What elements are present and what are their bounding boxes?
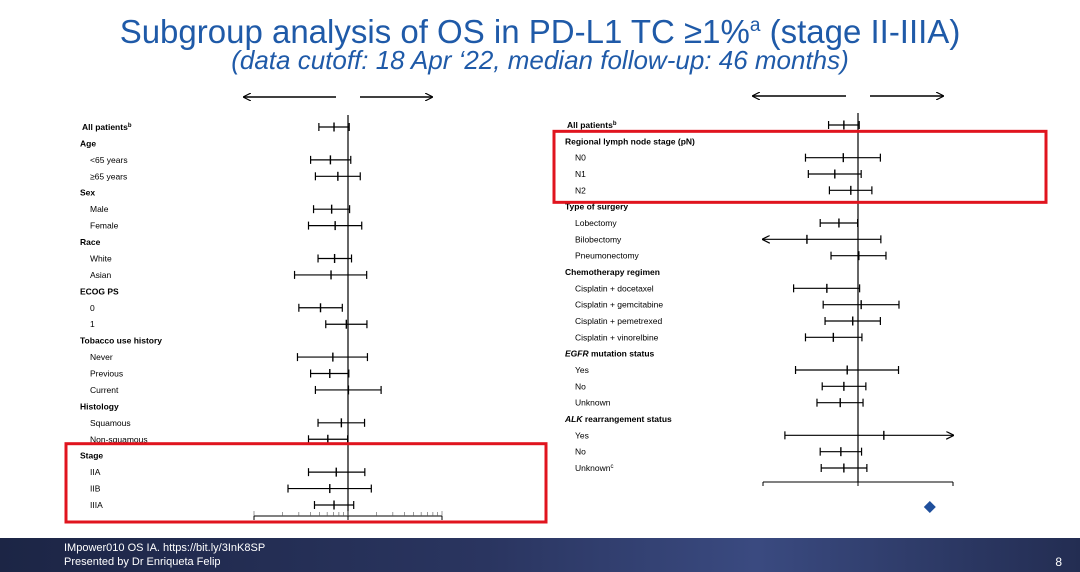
subgroup-row-label: Never bbox=[90, 352, 113, 362]
subgroup-row-label: 0 bbox=[90, 303, 95, 313]
subgroup-row-label: Unknown bbox=[575, 398, 611, 408]
subgroup-row-label: All patientsb bbox=[567, 120, 617, 130]
subgroup-row-label: Yes bbox=[575, 430, 589, 440]
subgroup-row-label: Squamous bbox=[90, 418, 131, 428]
subgroup-category-label: Chemotherapy regimen bbox=[565, 267, 660, 277]
stage-highlight-box bbox=[64, 442, 548, 524]
subgroup-row-label: Cisplatin + docetaxel bbox=[575, 283, 654, 293]
subgroup-category-label: ALK rearrangement status bbox=[564, 414, 672, 424]
source-citation[interactable]: IMpower010 OS IA. https://bit.ly/3InK8SP bbox=[64, 542, 266, 554]
subgroup-row-label: N1 bbox=[575, 169, 586, 179]
subgroup-category-label: Stage bbox=[80, 451, 103, 461]
subgroup-row-label: 1 bbox=[90, 319, 95, 329]
subgroup-category-label: Regional lymph node stage (pN) bbox=[565, 136, 695, 146]
subgroup-row-label: Female bbox=[90, 221, 119, 231]
slide-subtitle: (data cutoff: 18 Apr ‘22, median follow-… bbox=[231, 45, 849, 75]
subgroup-row-label: Non-squamous bbox=[90, 434, 148, 444]
subgroup-row-label: Cisplatin + pemetrexed bbox=[575, 316, 662, 326]
subgroup-category-label: ECOG PS bbox=[80, 286, 119, 296]
subgroup-row-label: Previous bbox=[90, 369, 123, 379]
subgroup-row-label: IIIA bbox=[90, 500, 103, 510]
subgroup-row-label: White bbox=[90, 253, 112, 263]
forest-plots: All patientsb Age <65 years ≥65 years Sex Mal… bbox=[64, 0, 1048, 524]
subgroup-category-label: EGFR mutation status bbox=[565, 349, 655, 359]
lymph-node-highlight-box bbox=[552, 129, 1048, 204]
subgroup-row-label: Male bbox=[90, 204, 109, 214]
subgroup-row-label: Unknownc bbox=[575, 463, 613, 473]
subgroup-category-label: Sex bbox=[80, 188, 95, 198]
subgroup-row-label: Bilobectomy bbox=[575, 234, 622, 244]
subgroup-row-label: IIB bbox=[90, 484, 101, 494]
subgroup-row-label: Cisplatin + vinorelbine bbox=[575, 332, 659, 342]
subgroup-category-label: Tobacco use history bbox=[80, 336, 162, 346]
subgroup-row-label: Lobectomy bbox=[575, 218, 617, 228]
subgroup-row-label: <65 years bbox=[90, 155, 128, 165]
subgroup-row-label: Cisplatin + gemcitabine bbox=[575, 300, 663, 310]
diamond-marker bbox=[923, 501, 936, 513]
subgroup-row-label: N2 bbox=[575, 185, 586, 195]
subgroup-row-label: Yes bbox=[575, 365, 589, 375]
subgroup-row-label: No bbox=[575, 447, 586, 457]
subgroup-category-label: Type of surgery bbox=[565, 202, 628, 212]
subgroup-row-label: No bbox=[575, 381, 586, 391]
subgroup-category-label: Age bbox=[80, 138, 96, 148]
subgroup-row-label: Asian bbox=[90, 270, 112, 280]
subgroup-row-label: Current bbox=[90, 385, 119, 395]
footer-bar: IMpower010 OS IA. https://bit.ly/3InK8SP… bbox=[0, 538, 1080, 572]
presenter-credit: Presented by Dr Enriqueta Felip bbox=[64, 556, 221, 568]
page-number: 8 bbox=[1055, 555, 1062, 569]
subgroup-row-label: All patientsb bbox=[82, 122, 132, 132]
subgroup-category-label: Race bbox=[80, 237, 101, 247]
subgroup-row-label: ≥65 years bbox=[90, 171, 127, 181]
slide-title: Subgroup analysis of OS in PD-L1 TC ≥1%a… bbox=[119, 13, 961, 50]
subgroup-category-label: Histology bbox=[80, 401, 119, 411]
subgroup-row-label: IIA bbox=[90, 467, 101, 477]
subgroup-row-label: Pneumonectomy bbox=[575, 251, 640, 261]
subgroup-row-label: N0 bbox=[575, 153, 586, 163]
